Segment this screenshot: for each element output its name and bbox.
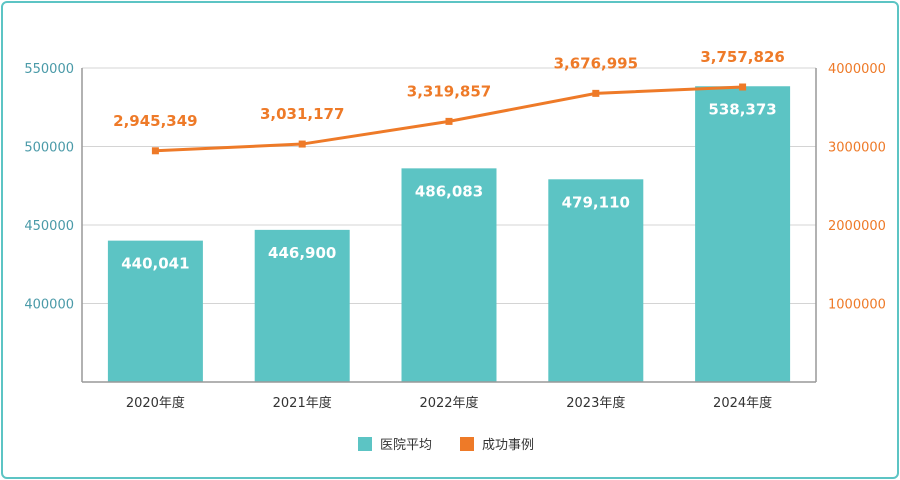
bar	[548, 179, 644, 382]
line-value-label: 3,031,177	[260, 105, 344, 123]
axes: 400000 450000 500000 550000 1000000 2000000 30…	[24, 62, 886, 411]
left-axis-tick-label: 550000	[24, 62, 74, 77]
legend-label-line: 成功事例	[482, 438, 534, 453]
bar-value-label: 446,900	[268, 244, 336, 262]
bar	[254, 229, 350, 382]
right-axis-tick-label: 1000000	[828, 298, 886, 313]
x-axis-tick-label: 2023年度	[566, 395, 625, 411]
legend-label-bar: 医院平均	[380, 438, 432, 453]
line-point	[298, 140, 306, 148]
x-axis-tick-label: 2021年度	[273, 395, 332, 411]
bar	[695, 86, 791, 382]
right-axis-tick-label: 2000000	[828, 219, 886, 234]
line-point	[592, 89, 600, 97]
legend: 医院平均 成功事例	[358, 437, 534, 453]
left-axis-tick-label: 400000	[24, 298, 74, 313]
x-axis-tick-label: 2022年度	[419, 395, 478, 411]
line-series	[151, 83, 747, 155]
legend-swatch-line	[460, 437, 474, 451]
bar-value-label: 479,110	[562, 193, 630, 211]
line-point	[151, 147, 159, 155]
bar-value-label: 486,083	[415, 182, 483, 200]
right-axis-tick-label: 4000000	[828, 62, 886, 77]
left-axis-tick-label: 450000	[24, 219, 74, 234]
bar-series	[107, 86, 791, 382]
bar	[107, 240, 203, 382]
x-axis-tick-label: 2024年度	[713, 395, 772, 411]
legend-swatch-bar	[358, 437, 372, 451]
line-point	[445, 117, 453, 125]
line-value-label: 2,945,349	[113, 112, 197, 130]
bar-value-label: 440,041	[121, 255, 189, 273]
line-value-label: 3,676,995	[554, 54, 638, 72]
line-value-label: 3,319,857	[407, 82, 491, 100]
x-axis-tick-label: 2020年度	[126, 395, 185, 411]
left-axis-tick-label: 500000	[24, 141, 74, 156]
bar-value-label: 538,373	[708, 100, 776, 118]
bar	[401, 168, 497, 382]
data-labels: 440,041 446,900 486,083 479,110 538,373 2,945…	[113, 48, 785, 273]
line-value-label: 3,757,826	[700, 48, 784, 66]
line-point	[739, 83, 747, 91]
right-axis-tick-label: 3000000	[828, 141, 886, 156]
